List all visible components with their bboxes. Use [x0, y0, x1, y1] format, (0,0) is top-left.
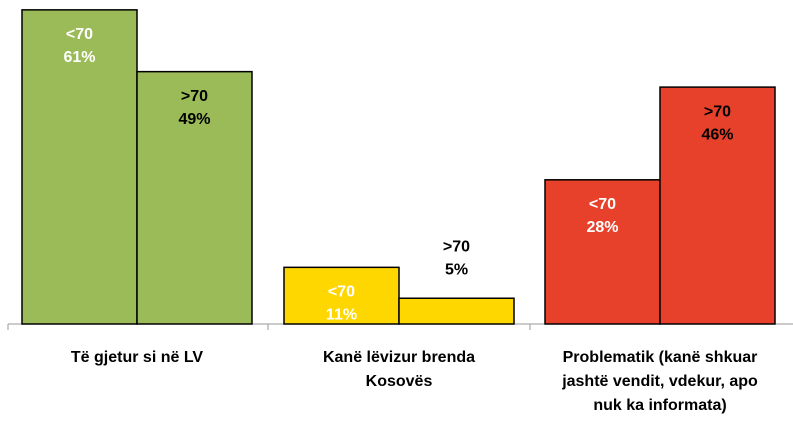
- x-tick-label: Kanë lëvizur brenda: [323, 349, 475, 366]
- bar: [544, 179, 661, 325]
- value-label: 46%: [701, 126, 733, 143]
- series-label: <70: [328, 284, 355, 301]
- x-tick-label: Problematik (kanë shkuar: [563, 349, 758, 366]
- x-tick-label: Kosovës: [366, 373, 433, 390]
- series-label: >70: [181, 88, 208, 105]
- series-label: >70: [704, 103, 731, 120]
- value-label: 49%: [178, 111, 210, 128]
- bar: [283, 266, 400, 325]
- bar: [21, 9, 138, 325]
- bar: [659, 86, 776, 325]
- value-label: 61%: [63, 49, 95, 66]
- x-tick-label: nuk ka informata): [593, 397, 726, 414]
- series-label: <70: [66, 26, 93, 43]
- bar: [136, 70, 253, 325]
- series-label: <70: [589, 196, 616, 213]
- value-label: 28%: [586, 219, 618, 236]
- bar: [398, 297, 515, 325]
- x-tick-label: Të gjetur si në LV: [71, 349, 204, 366]
- value-label: 11%: [326, 307, 357, 324]
- series-label: >70: [443, 238, 470, 255]
- value-label: 5%: [445, 261, 468, 278]
- x-tick-label: jashtë vendit, vdekur, apo: [561, 373, 758, 390]
